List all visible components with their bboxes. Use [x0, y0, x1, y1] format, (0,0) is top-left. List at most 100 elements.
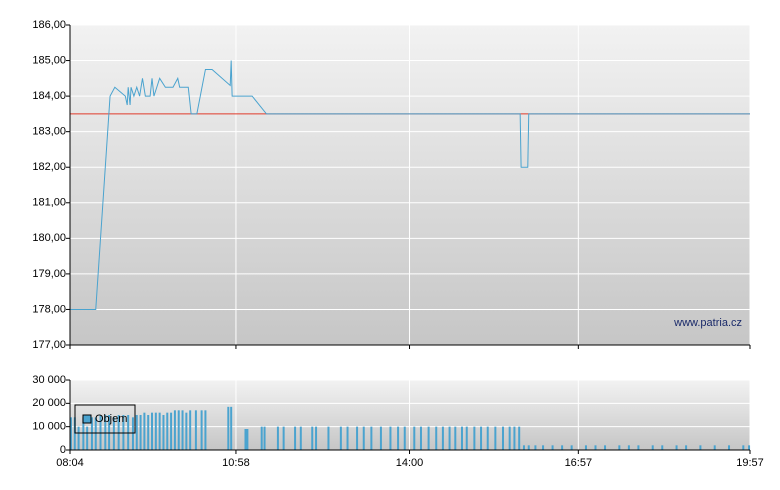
volume-bar — [441, 426, 444, 450]
volume-bar — [584, 445, 587, 450]
volume-bar — [448, 426, 451, 450]
volume-bar — [194, 410, 197, 450]
y-tick-label: 178,00 — [32, 303, 66, 315]
volume-bar — [200, 410, 203, 450]
volume-bar — [699, 445, 702, 450]
volume-bar — [561, 445, 564, 450]
volume-bar — [362, 426, 365, 450]
y-tick-label: 183,00 — [32, 126, 66, 138]
volume-bar — [77, 426, 80, 450]
volume-bar — [460, 426, 463, 450]
watermark: www.patria.cz — [673, 317, 742, 329]
y-tick-label: 185,00 — [32, 54, 66, 66]
volume-bar — [204, 410, 207, 450]
volume-bar — [527, 445, 530, 450]
volume-bar — [346, 426, 349, 450]
volume-bar — [728, 445, 731, 450]
volume-bar — [413, 426, 416, 450]
volume-bar — [403, 426, 406, 450]
x-tick-label: 08:04 — [56, 457, 84, 469]
volume-bar — [713, 445, 716, 450]
volume-bar — [135, 415, 138, 450]
volume-bar — [618, 445, 621, 450]
volume-bar — [651, 445, 654, 450]
volume-bar — [522, 445, 525, 450]
volume-bar — [260, 426, 263, 450]
volume-bar — [143, 412, 146, 450]
volume-bar — [604, 445, 607, 450]
legend-swatch — [82, 414, 92, 424]
volume-bar — [370, 426, 373, 450]
volume-bar — [356, 426, 359, 450]
volume-bar — [294, 426, 297, 450]
volume-bar — [244, 429, 247, 450]
volume-bar — [263, 426, 266, 450]
volume-bar — [315, 426, 318, 450]
volume-bar — [661, 445, 664, 450]
volume-bar — [494, 426, 497, 450]
volume-bar — [227, 406, 230, 450]
volume-bar — [86, 426, 89, 450]
volume-bar — [534, 445, 537, 450]
volume-bar — [246, 429, 249, 450]
y-tick-label: 177,00 — [32, 339, 66, 351]
volume-bar — [594, 445, 597, 450]
volume-bar — [542, 445, 545, 450]
volume-bar — [90, 417, 93, 450]
y-tick-label: 181,00 — [32, 197, 66, 209]
volume-bar — [73, 417, 76, 450]
y-tick-label: 10 000 — [32, 421, 66, 433]
volume-bar — [166, 412, 169, 450]
volume-bar — [570, 445, 573, 450]
y-tick-label: 182,00 — [32, 161, 66, 173]
volume-bar — [518, 426, 521, 450]
volume-bar — [389, 426, 392, 450]
x-tick-label: 14:00 — [396, 457, 424, 469]
volume-bar — [173, 410, 176, 450]
volume-bar — [158, 412, 161, 450]
volume-bar — [139, 415, 142, 450]
volume-bar — [147, 415, 150, 450]
volume-bar — [162, 415, 165, 450]
volume-bar — [177, 410, 180, 450]
volume-bar — [486, 426, 489, 450]
volume-bar — [311, 426, 314, 450]
volume-bar — [551, 445, 554, 450]
y-tick-label: 184,00 — [32, 90, 66, 102]
legend: Objem — [74, 404, 136, 434]
x-tick-label: 16:57 — [565, 457, 593, 469]
y-tick-label: 30 000 — [32, 374, 66, 386]
volume-bar — [473, 426, 476, 450]
legend-box — [74, 404, 136, 434]
volume-bar — [154, 412, 157, 450]
volume-bar — [170, 412, 173, 450]
volume-bar — [379, 426, 382, 450]
volume-bar — [675, 445, 678, 450]
volume-bar — [397, 426, 400, 450]
volume-bar — [230, 406, 233, 450]
y-tick-label: 0 — [60, 444, 66, 456]
volume-bar — [742, 445, 745, 450]
volume-bar — [627, 445, 630, 450]
volume-bar — [185, 412, 188, 450]
y-tick-label: 20 000 — [32, 397, 66, 409]
volume-bar — [419, 426, 422, 450]
volume-bar — [748, 445, 751, 450]
legend-label: Objem — [95, 413, 127, 425]
x-tick-label: 10:58 — [222, 457, 250, 469]
price-line — [70, 60, 750, 310]
volume-bar — [501, 426, 504, 450]
volume-bar — [339, 426, 342, 450]
volume-bar — [181, 410, 184, 450]
volume-bar — [94, 417, 97, 450]
y-tick-label: 180,00 — [32, 232, 66, 244]
volume-bar — [276, 426, 279, 450]
volume-bar — [112, 417, 115, 450]
volume-bar — [508, 426, 511, 450]
volume-bar — [454, 426, 457, 450]
volume-bar — [82, 417, 85, 450]
volume-bar — [637, 445, 640, 450]
volume-bar — [427, 426, 430, 450]
volume-bar — [282, 426, 285, 450]
